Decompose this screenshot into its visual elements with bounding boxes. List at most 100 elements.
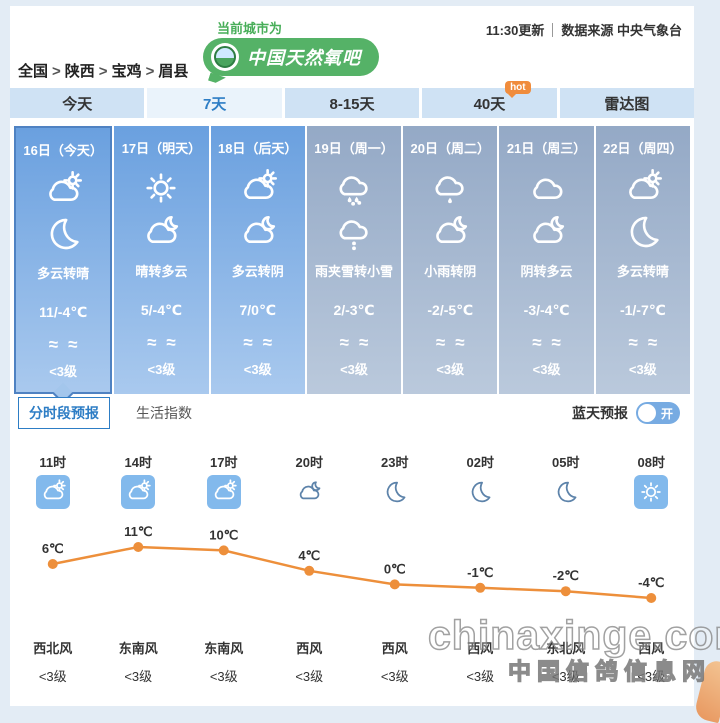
temperature-range: 11/-4℃ <box>39 304 88 320</box>
wind-level: <3级 <box>49 364 78 379</box>
wind-level: <3级 <box>628 362 657 377</box>
breadcrumb-item[interactable]: 宝鸡 <box>111 63 142 80</box>
toggle-state: 开 <box>660 407 673 421</box>
current-city-label: 当前城市为 <box>217 21 283 36</box>
temperature-range: 2/-3℃ <box>333 302 375 318</box>
cloud-sun-icon <box>42 169 84 211</box>
cloud-sun-icon <box>206 475 241 509</box>
cloud-sun-icon <box>237 167 279 209</box>
wind-direction: 西风 <box>638 640 665 656</box>
blue-sky-toggle[interactable]: 开 <box>636 402 680 424</box>
moon-icon <box>42 213 84 255</box>
tab-label: 雷达图 <box>604 95 650 113</box>
forecast-tab[interactable]: 8-15天 <box>284 88 420 118</box>
breadcrumb-item[interactable]: 陕西 <box>64 63 95 80</box>
forecast-tab[interactable]: 雷达图 <box>559 88 695 118</box>
wind-direction: 东南风 <box>204 640 244 656</box>
subtab[interactable]: 生活指数 <box>136 405 192 421</box>
moon-icon <box>378 475 412 509</box>
oxygen-bar-logo-icon <box>211 43 239 71</box>
svg-text:10℃: 10℃ <box>209 527 238 542</box>
oxygen-bar-title: 中国天然氧吧 <box>247 48 361 68</box>
svg-text:-4℃: -4℃ <box>638 575 664 590</box>
wind-level: <3级 <box>466 668 495 684</box>
divider <box>552 22 554 37</box>
weather-description: 多云转晴 <box>37 266 90 281</box>
wind-level: <3级 <box>243 362 272 377</box>
tab-label: 40天 <box>473 95 506 113</box>
toggle-knob-icon <box>638 404 656 422</box>
tab-label: 今天 <box>62 95 93 113</box>
hour-label: 17时 <box>210 454 238 470</box>
weather-description: 多云转晴 <box>616 264 669 279</box>
wind-level: <3级 <box>436 362 465 377</box>
content-panel: 全国 > 陕西 > 宝鸡 > 眉县 当前城市为 中国天然氧吧 11:30更新 数据来源 中央… <box>10 6 695 706</box>
hourly-temp-chart: 6℃ 11℃ 10℃ 4℃ 0℃ -1℃ -2℃ -4℃ <box>10 508 694 632</box>
svg-text:-1℃: -1℃ <box>467 565 493 580</box>
wind-icon: ≈≈ <box>48 335 88 354</box>
wind-level: <3级 <box>147 362 176 377</box>
update-time: 11:30更新 <box>485 23 545 38</box>
breadcrumb-separator: > <box>52 63 61 80</box>
moon-icon <box>549 475 583 509</box>
cloud-sun-icon <box>121 475 156 509</box>
hourly-icons-row <box>10 474 694 510</box>
weather-description: 雨夹雪转小雪 <box>314 264 393 279</box>
wind-direction: 东南风 <box>118 640 158 656</box>
wind-icon: ≈≈ <box>628 333 668 352</box>
weather-description: 阴转多云 <box>520 264 573 279</box>
day-card[interactable]: 18日（后天） 多云转阴 7/0℃ ≈≈ <3级 <box>210 126 305 394</box>
breadcrumb-separator: > <box>145 63 155 80</box>
day-date: 20日（周二） <box>410 141 490 156</box>
forecast-tab[interactable]: 今天 <box>10 88 145 118</box>
wind-icon: ≈≈ <box>435 333 475 352</box>
temperature-range: 7/0℃ <box>239 302 276 318</box>
day-date: 19日（周一） <box>314 141 394 156</box>
hour-label: 08时 <box>637 454 665 470</box>
temperature-range: -1/-7℃ <box>619 302 666 318</box>
temperature-range: 5/-4℃ <box>140 302 182 318</box>
seven-day-forecast: 16日（今天） 多云转晴 11/-4℃ ≈≈ <3级 17日（明天） 晴转多云 … <box>14 126 690 394</box>
day-card[interactable]: 19日（周一） 雨夹雪转小雪 2/-3℃ ≈≈ <3级 <box>306 126 402 394</box>
wind-direction: 西北风 <box>33 640 73 656</box>
cloud-sun-icon <box>35 475 70 509</box>
day-card[interactable]: 22日（周四） 多云转晴 -1/-7℃ ≈≈ <3级 <box>595 126 690 394</box>
day-date: 17日（明天） <box>121 141 202 156</box>
wind-level: <3级 <box>551 668 580 684</box>
day-date: 21日（周三） <box>506 141 587 156</box>
wind-icon: ≈≈ <box>339 333 379 352</box>
moon-icon <box>622 211 664 253</box>
snow-icon <box>333 211 375 253</box>
hour-label: 02时 <box>466 454 494 470</box>
breadcrumb-item[interactable]: 全国 <box>18 63 49 80</box>
wind-level: <3级 <box>38 668 67 684</box>
day-card[interactable]: 17日（明天） 晴转多云 5/-4℃ ≈≈ <3级 <box>114 126 209 394</box>
day-card[interactable]: 20日（周二） 小雨转阴 -2/-5℃ ≈≈ <3级 <box>403 126 498 394</box>
day-date: 16日（今天） <box>23 143 103 158</box>
wind-level: <3级 <box>124 668 153 684</box>
hourly-winds-row: 西北风 东南风 东南风 西风 西风 西风 东北风 西风 <box>10 638 694 656</box>
day-card[interactable]: 21日（周三） 阴转多云 -3/-4℃ ≈≈ <3级 <box>499 126 594 394</box>
oxygen-bar-badge[interactable]: 中国天然氧吧 <box>203 38 379 76</box>
wind-level: <3级 <box>209 668 238 684</box>
weather-description: 多云转阴 <box>231 264 284 279</box>
data-source: 数据来源 中央气象台 <box>561 23 682 38</box>
cloud-moon-icon <box>526 211 568 253</box>
forecast-tab[interactable]: 40天 hot <box>422 81 557 118</box>
tab-label: 7天 <box>202 95 227 113</box>
weather-description: 小雨转阴 <box>424 264 477 279</box>
forecast-tabs: 今天 7天 8-15天 40天 hot 雷达图 <box>10 81 695 118</box>
subtab[interactable]: 分时段预报 <box>18 397 110 429</box>
hour-label: 14时 <box>124 454 152 470</box>
forecast-tab[interactable]: 7天 <box>147 88 282 118</box>
wind-level: <3级 <box>380 668 409 684</box>
temperature-range: -2/-5℃ <box>427 302 474 318</box>
day-card[interactable]: 16日（今天） 多云转晴 11/-4℃ ≈≈ <3级 <box>14 126 113 394</box>
day-date: 18日（后天） <box>217 141 298 156</box>
cloud-moon-icon <box>292 475 326 509</box>
wind-icon: ≈≈ <box>243 333 283 352</box>
svg-text:11℃: 11℃ <box>124 524 152 539</box>
breadcrumb-item[interactable]: 眉县 <box>158 63 189 80</box>
sub-tabs: 分时段预报 生活指数 <box>18 397 192 429</box>
svg-text:4℃: 4℃ <box>298 548 320 563</box>
